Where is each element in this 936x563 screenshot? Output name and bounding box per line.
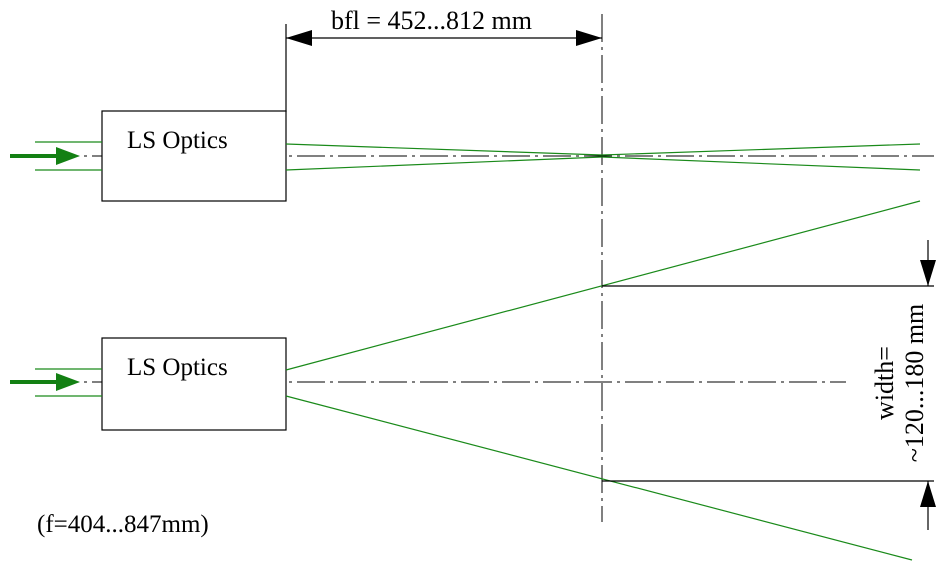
bfl-arrow-right: [576, 30, 602, 46]
width-arrow-top: [920, 260, 936, 286]
width-arrow-bottom: [920, 481, 936, 507]
output-beam-top-upper: [285, 143, 603, 156]
output-beam-top-lower: [285, 156, 603, 171]
bfl-label: bfl = 452...812 mm: [331, 6, 532, 35]
bottom-optics-assembly: LS Optics: [10, 200, 921, 561]
bfl-dimension: bfl = 452...812 mm: [285, 6, 602, 112]
width-label-line2: ~120...180 mm: [900, 304, 929, 463]
width-dimension: width= ~120...180 mm: [602, 240, 936, 530]
ls-optics-box-bottom: [101, 337, 287, 431]
ls-optics-label-top: LS Optics: [127, 127, 228, 154]
ls-optics-label-bottom: LS Optics: [127, 354, 228, 381]
arrow-right-icon: [10, 373, 80, 391]
top-optics-assembly: LS Optics: [10, 110, 934, 202]
output-beam-bottom-lower: [285, 395, 913, 561]
ls-optics-box-top: [101, 110, 287, 202]
output-beam-top-diverge-upper: [601, 143, 921, 156]
arrow-right-icon: [10, 147, 80, 165]
output-beam-top-diverge-lower: [601, 156, 921, 171]
focal-length-label: (f=404...847mm): [37, 511, 209, 538]
width-label-line1: width=: [870, 346, 899, 420]
bfl-arrow-left: [286, 30, 312, 46]
